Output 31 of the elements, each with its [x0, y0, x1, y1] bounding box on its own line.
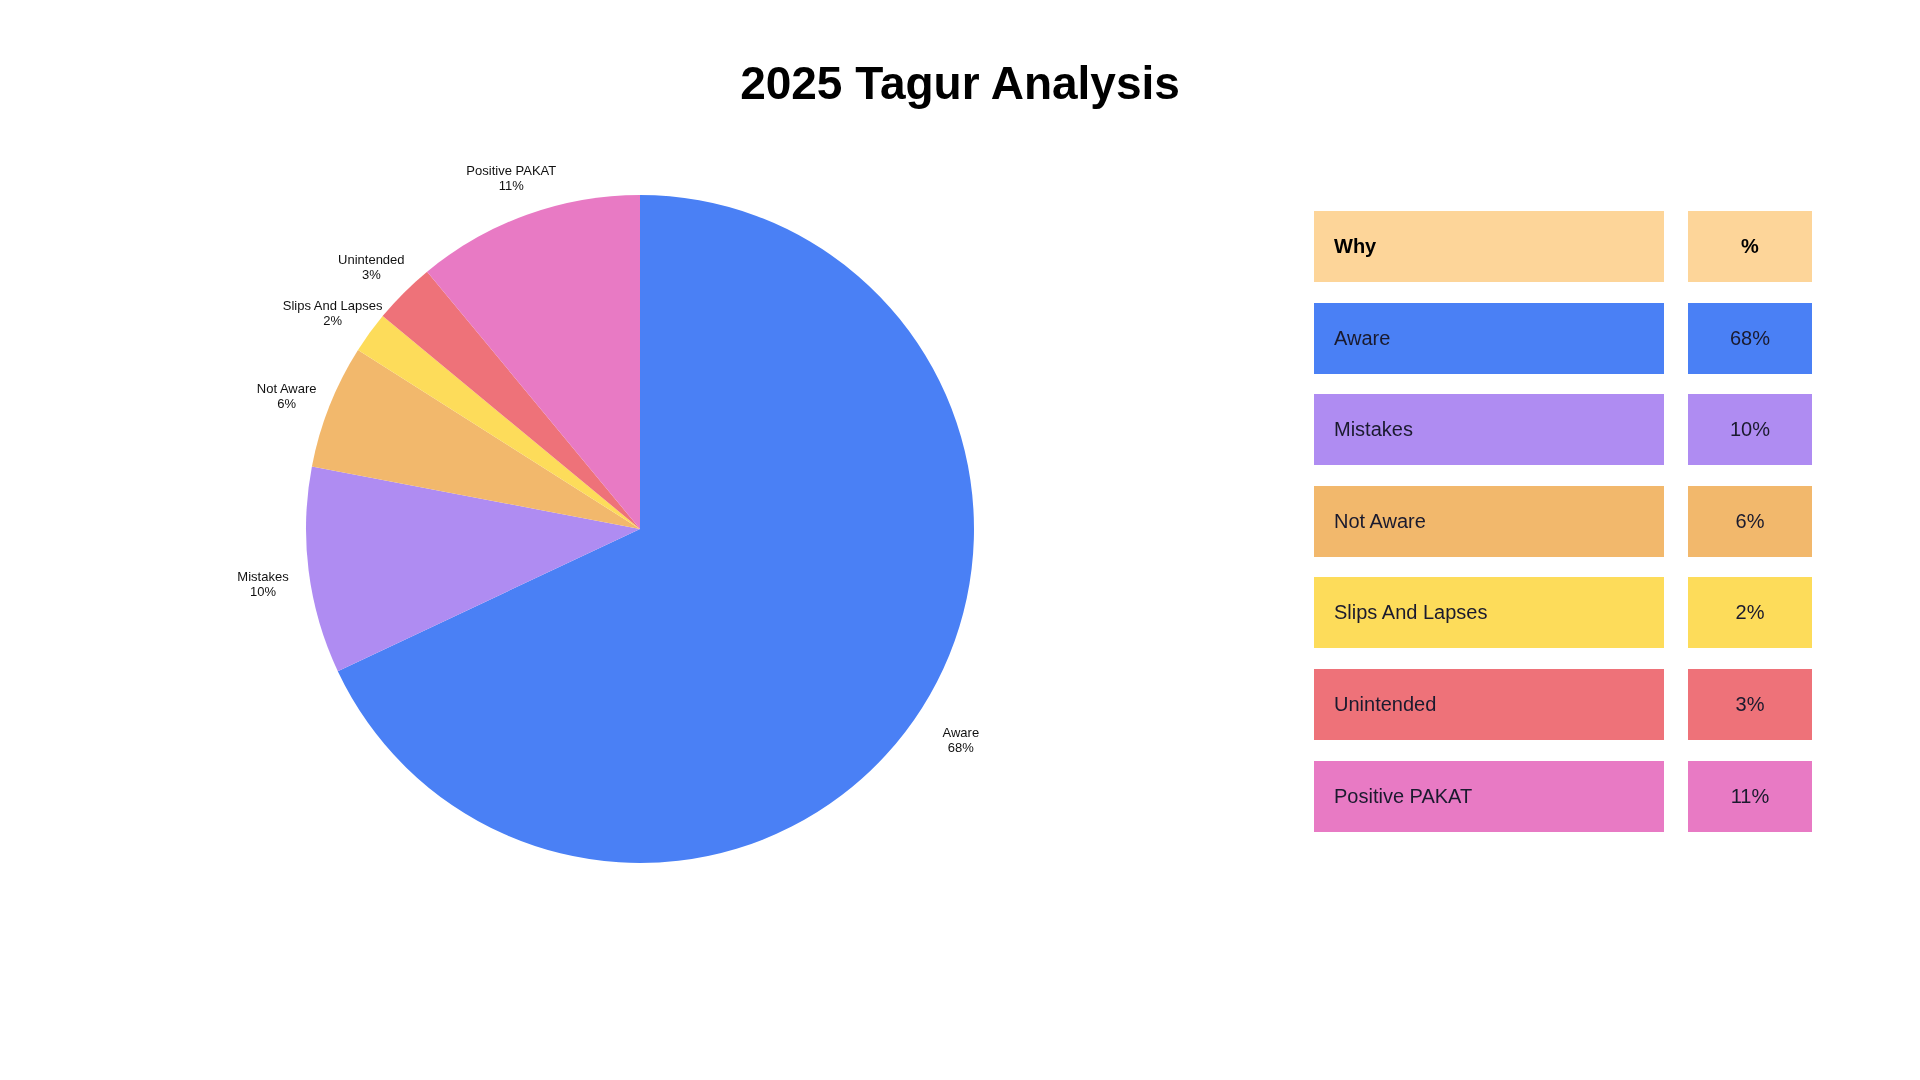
data-label: 68%	[947, 739, 975, 755]
data-label: 2%	[323, 312, 343, 328]
pie-slice	[357, 316, 640, 529]
table-header-cell: %	[1688, 211, 1812, 282]
table-number-cell: 6%	[1688, 485, 1812, 557]
table-name-cell: Aware	[1314, 302, 1664, 374]
data-label: 10%	[249, 583, 277, 599]
table-number-cell: 3%	[1688, 669, 1812, 740]
chart-title: 2025 Tagur Analysis	[740, 57, 1180, 109]
slice-label: Not Aware	[256, 381, 317, 397]
table-name-cell: Slips And Lapses	[1314, 577, 1664, 649]
pie-slice	[427, 195, 640, 529]
table-name-cell: Positive PAKAT	[1314, 760, 1664, 832]
table-name-cell: Mistakes	[1314, 394, 1664, 466]
slice-label: Mistakes	[237, 568, 290, 584]
table-number-cell: 11%	[1688, 760, 1812, 832]
table-name-cell: Not Aware	[1314, 485, 1664, 557]
table-number-cell: 68%	[1688, 302, 1812, 374]
data-label: 6%	[277, 396, 297, 412]
table-number-cell: 10%	[1688, 394, 1812, 466]
slice-label: Unintended	[338, 252, 405, 268]
pie-slice	[382, 271, 640, 529]
table-name-cell: Unintended	[1314, 669, 1664, 740]
slice-label: Positive PAKAT	[466, 163, 557, 179]
data-label: 11%	[498, 178, 525, 194]
pie-slice	[306, 466, 640, 672]
slice-label: Slips And Lapses	[282, 297, 383, 313]
table-number-cell: 2%	[1688, 577, 1812, 649]
data-label: 3%	[361, 267, 382, 283]
slice-label: Aware	[942, 724, 980, 740]
table-header-cell: Why	[1314, 211, 1664, 282]
